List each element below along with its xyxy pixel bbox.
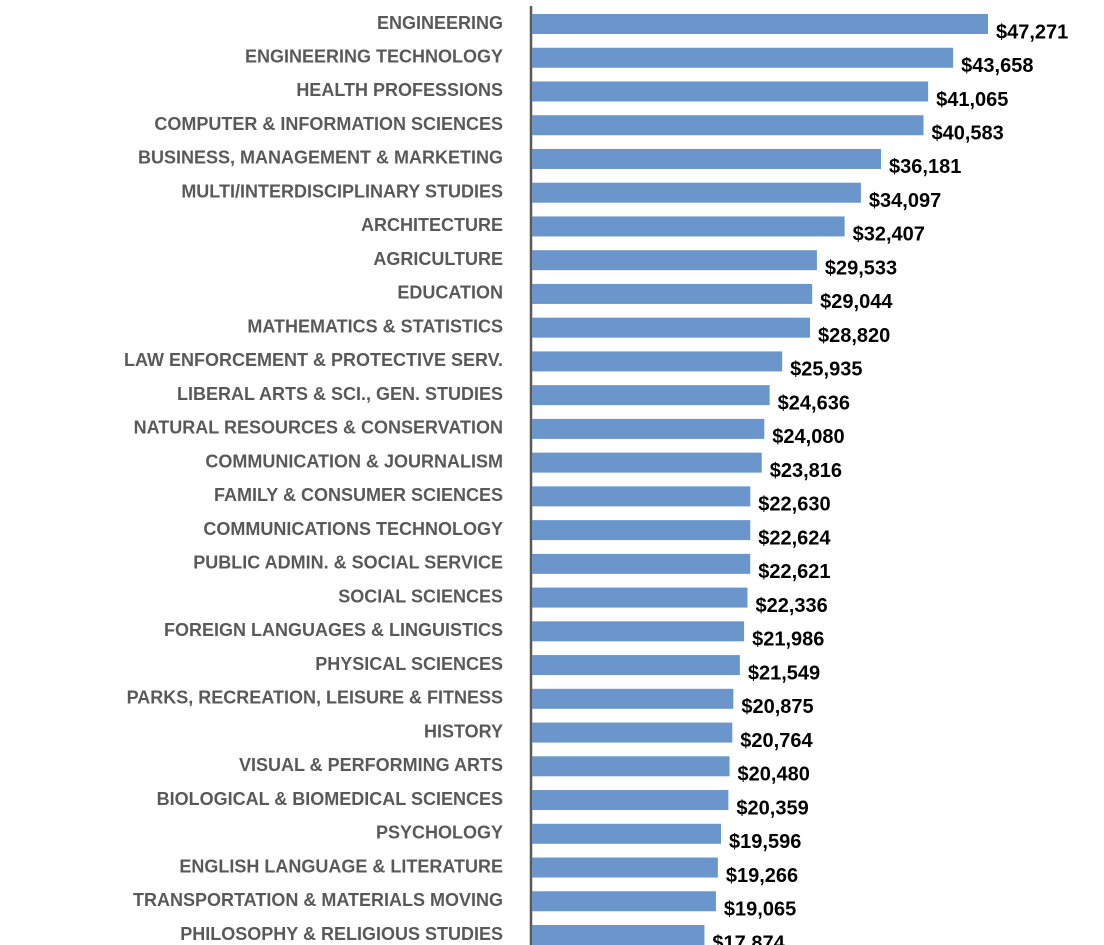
bar bbox=[532, 250, 817, 271]
data-label: $19,266 bbox=[726, 865, 798, 887]
bar bbox=[532, 385, 770, 406]
category-label: FOREIGN LANGUAGES & LINGUISTICS bbox=[164, 620, 503, 640]
category-label: PHYSICAL SCIENCES bbox=[315, 654, 503, 674]
data-label: $40,583 bbox=[931, 123, 1003, 145]
bar bbox=[532, 857, 718, 878]
data-label: $20,480 bbox=[738, 764, 810, 786]
data-label: $20,875 bbox=[741, 696, 813, 718]
category-label: PARKS, RECREATION, LEISURE & FITNESS bbox=[127, 688, 503, 708]
bar bbox=[532, 655, 740, 676]
bar bbox=[532, 891, 716, 912]
data-label: $41,065 bbox=[936, 89, 1008, 111]
bar bbox=[532, 283, 813, 304]
category-label: COMPUTER & INFORMATION SCIENCES bbox=[154, 114, 503, 134]
category-label: VISUAL & PERFORMING ARTS bbox=[239, 755, 503, 775]
bar bbox=[532, 688, 734, 709]
data-label: $22,621 bbox=[758, 561, 830, 583]
bar bbox=[532, 486, 751, 507]
data-label: $25,935 bbox=[790, 359, 862, 381]
data-label: $43,658 bbox=[961, 55, 1033, 77]
bar bbox=[532, 418, 765, 439]
bar bbox=[532, 452, 762, 473]
bar bbox=[532, 182, 861, 203]
category-label: PHILOSOPHY & RELIGIOUS STUDIES bbox=[180, 924, 503, 944]
bar bbox=[532, 756, 730, 777]
bar bbox=[532, 925, 705, 945]
bar bbox=[532, 47, 954, 68]
category-label: ARCHITECTURE bbox=[361, 215, 503, 235]
data-label: $32,407 bbox=[853, 224, 925, 246]
data-label: $22,630 bbox=[758, 494, 830, 516]
data-label: $20,359 bbox=[736, 797, 808, 819]
data-label: $29,044 bbox=[820, 291, 893, 313]
category-label: SOCIAL SCIENCES bbox=[338, 586, 503, 606]
data-label: $36,181 bbox=[889, 156, 961, 178]
category-label: ENGINEERING TECHNOLOGY bbox=[245, 46, 503, 66]
bar bbox=[532, 823, 722, 844]
bar bbox=[532, 81, 929, 102]
bar bbox=[532, 115, 924, 136]
category-label: LIBERAL ARTS & SCI., GEN. STUDIES bbox=[177, 384, 503, 404]
data-label: $24,636 bbox=[778, 392, 850, 414]
category-label: FAMILY & CONSUMER SCIENCES bbox=[214, 485, 503, 505]
bar bbox=[532, 216, 845, 237]
bar bbox=[532, 722, 733, 743]
data-label: $23,816 bbox=[770, 460, 842, 482]
bar bbox=[532, 317, 811, 338]
data-label: $21,986 bbox=[752, 629, 824, 651]
category-label: PSYCHOLOGY bbox=[376, 823, 503, 843]
bar bbox=[532, 351, 783, 372]
data-label: $29,533 bbox=[825, 257, 897, 279]
bar bbox=[532, 520, 751, 541]
category-label: NATURAL RESOURCES & CONSERVATION bbox=[134, 418, 503, 438]
category-label: MATHEMATICS & STATISTICS bbox=[247, 316, 503, 336]
data-label: $24,080 bbox=[772, 426, 844, 448]
data-label: $28,820 bbox=[818, 325, 890, 347]
bar bbox=[532, 587, 748, 608]
data-label: $19,596 bbox=[729, 831, 801, 853]
category-label: COMMUNICATION & JOURNALISM bbox=[205, 451, 503, 471]
data-label: $22,336 bbox=[755, 595, 827, 617]
category-label: TRANSPORTATION & MATERIALS MOVING bbox=[133, 890, 503, 910]
data-label: $34,097 bbox=[869, 190, 941, 212]
category-label: LAW ENFORCEMENT & PROTECTIVE SERV. bbox=[124, 350, 503, 370]
category-label: PUBLIC ADMIN. & SOCIAL SERVICE bbox=[193, 553, 503, 573]
bar bbox=[532, 148, 882, 169]
data-label: $20,764 bbox=[740, 730, 813, 752]
bar bbox=[532, 621, 745, 642]
data-label: $17,874 bbox=[712, 932, 785, 945]
data-label: $19,065 bbox=[724, 899, 796, 921]
bar bbox=[532, 14, 988, 34]
category-label: EDUCATION bbox=[397, 283, 503, 303]
category-label: COMMUNICATIONS TECHNOLOGY bbox=[203, 519, 503, 539]
data-label: $47,271 bbox=[996, 21, 1068, 43]
category-label: ENGINEERING bbox=[377, 13, 503, 33]
category-label: BIOLOGICAL & BIOMEDICAL SCIENCES bbox=[157, 789, 503, 809]
category-label: HISTORY bbox=[424, 721, 503, 741]
category-label: BUSINESS, MANAGEMENT & MARKETING bbox=[138, 148, 503, 168]
category-label: ENGLISH LANGUAGE & LITERATURE bbox=[179, 856, 503, 876]
bar bbox=[532, 553, 751, 574]
category-label: HEALTH PROFESSIONS bbox=[296, 80, 503, 100]
category-label: AGRICULTURE bbox=[373, 249, 503, 269]
data-label: $21,549 bbox=[748, 662, 820, 684]
bar bbox=[532, 790, 729, 811]
category-label: MULTI/INTERDISCIPLINARY STUDIES bbox=[181, 181, 503, 201]
data-label: $22,624 bbox=[758, 527, 831, 549]
